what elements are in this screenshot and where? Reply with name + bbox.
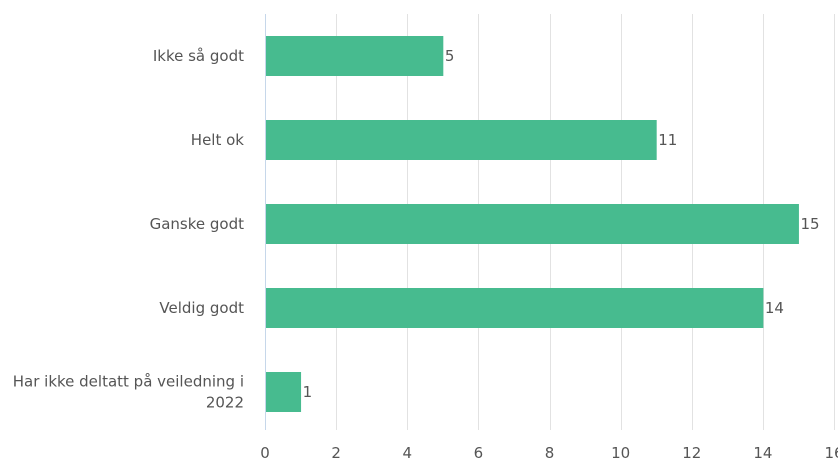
- category-label: Ikke så godt: [153, 47, 244, 65]
- data-label: 1: [303, 383, 313, 401]
- x-tick-label: 8: [545, 444, 555, 462]
- x-tick-label: 0: [260, 444, 270, 462]
- category-label: Har ikke deltatt på veiledning i 2022: [13, 373, 244, 412]
- x-tick-label: 14: [753, 444, 772, 462]
- x-tick-label: 16: [824, 444, 838, 462]
- data-label: 15: [800, 215, 819, 233]
- bar[interactable]: [265, 288, 764, 328]
- category-label-line: Ganske godt: [150, 215, 245, 233]
- bar[interactable]: [265, 36, 444, 76]
- x-tick-label: 10: [611, 444, 630, 462]
- category-label-line: Ikke så godt: [153, 47, 244, 65]
- label-layer: 0 2 4 6 8 10 12 14 16 5 Ikke så godt 11 Helt ok 15 Gan…: [13, 47, 838, 462]
- category-label-line: Har ikke deltatt på veiledning i: [13, 373, 244, 391]
- category-label-line: Veldig godt: [159, 299, 244, 317]
- data-label: 14: [765, 299, 784, 317]
- bar[interactable]: [265, 204, 799, 244]
- bar-layer: [265, 36, 799, 412]
- category-label: Helt ok: [191, 131, 245, 149]
- x-tick-label: 6: [474, 444, 484, 462]
- x-tick-label: 4: [402, 444, 412, 462]
- category-label-line: Helt ok: [191, 131, 245, 149]
- x-tick-label: 2: [331, 444, 341, 462]
- data-label: 11: [658, 131, 677, 149]
- x-tick-label: 12: [682, 444, 701, 462]
- category-label-line: 2022: [206, 394, 244, 412]
- bar[interactable]: [265, 120, 657, 160]
- category-label: Ganske godt: [150, 215, 245, 233]
- category-label: Veldig godt: [159, 299, 244, 317]
- data-label: 5: [445, 47, 455, 65]
- bar[interactable]: [265, 372, 302, 412]
